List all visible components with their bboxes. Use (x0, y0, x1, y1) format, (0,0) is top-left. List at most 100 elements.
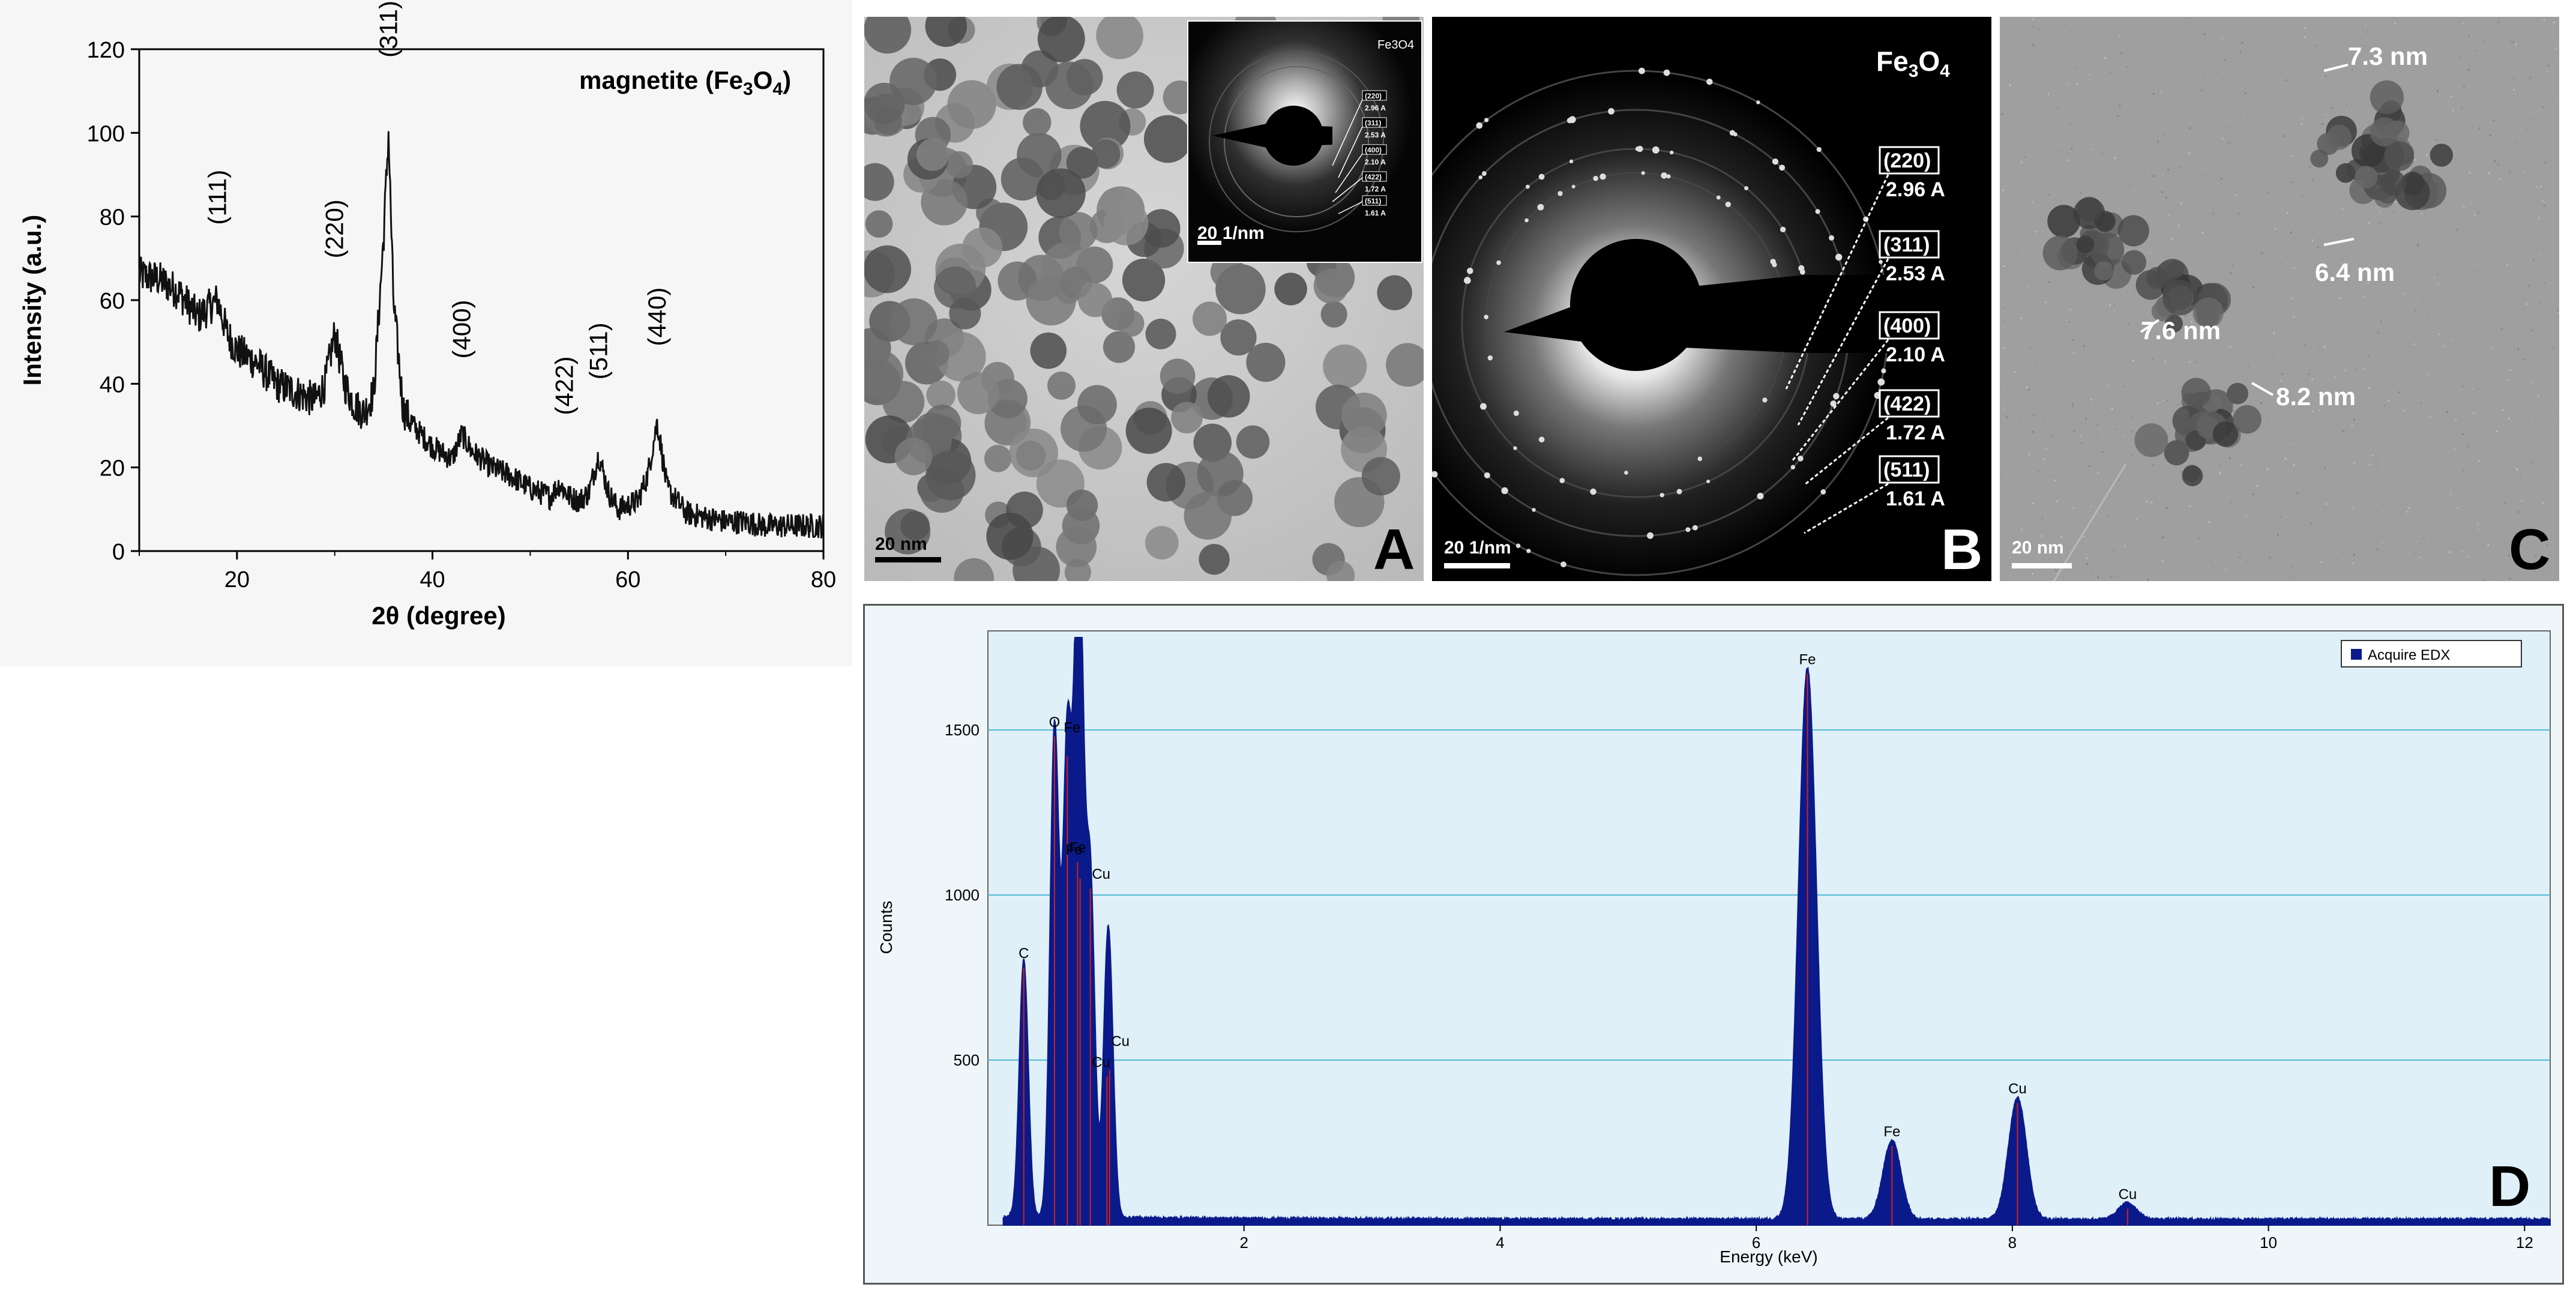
edx-peak-label: Cu (1111, 1034, 1130, 1050)
tem-nanoparticle (947, 80, 996, 129)
hrtem-nanoparticle (2042, 235, 2078, 271)
tem-nanoparticle (890, 298, 937, 346)
hrtem-nanoparticle (2384, 141, 2415, 171)
edx-peak-label: O (1049, 714, 1061, 731)
tem-nanoparticle (962, 227, 1003, 268)
xrd-peak-label: (400) (447, 300, 475, 358)
inset-ring-hkl: (220) (1365, 92, 1382, 100)
saed-diffraction-spot (1608, 108, 1615, 115)
hrtem-nanoparticle (2380, 170, 2406, 196)
saed-diffraction-spot (1779, 164, 1786, 171)
tem-nanoparticle (1117, 310, 1145, 337)
saed-ring-d: 2.96 A (1886, 178, 1945, 201)
saed-diffraction-spot (1635, 146, 1640, 151)
tem-nanoparticle (1220, 319, 1257, 356)
hrtem-nanoparticle (2117, 215, 2149, 247)
saed-diffraction-spot (1706, 479, 1711, 483)
tem-nanoparticle (1078, 283, 1113, 318)
tem-nanoparticle (1313, 268, 1349, 304)
hrtem-nanoparticle (2310, 149, 2329, 168)
tem-nanoparticle (949, 297, 981, 330)
saed-diffraction-spot (1525, 184, 1530, 189)
edx-y-tick-label: 1000 (945, 886, 980, 904)
inset-ring-d: 2.53 A (1365, 131, 1386, 139)
hrtem-nanoparticle (2094, 261, 2114, 281)
edx-peak-label: Cu (1092, 1055, 1110, 1071)
saed-diffraction-spot (1599, 173, 1606, 180)
tem-nanoparticle (1341, 393, 1387, 438)
tem-nanoparticle (1323, 344, 1367, 388)
xrd-peak-label: (220) (320, 199, 349, 258)
saed-diffraction-spot (1480, 403, 1487, 410)
tem-nanoparticle (1091, 139, 1121, 169)
tem-nanoparticle (864, 163, 894, 201)
saed-ring-d: 1.72 A (1886, 421, 1945, 444)
saed-diffraction-spot (1877, 378, 1885, 386)
saed-diffraction-spot (1484, 315, 1488, 319)
saed-diffraction-spot (1663, 69, 1670, 76)
saed-diffraction-spot (1661, 172, 1667, 179)
saed-diffraction-spot (1481, 171, 1487, 176)
saed-diffraction-spot (1501, 487, 1508, 495)
saed-diffraction-spot (1798, 456, 1804, 462)
tem-nanoparticle (1145, 526, 1179, 560)
saed-diffraction-spot (1772, 158, 1779, 165)
edx-x-tick-label: 4 (1496, 1234, 1504, 1252)
saed-diffraction-spot (1538, 436, 1545, 443)
tem-nanoparticle (864, 349, 904, 398)
tem-nanoparticle (954, 558, 994, 581)
tem-nanoparticle (925, 450, 976, 501)
hrtem-nanoparticle (2073, 197, 2105, 229)
edx-y-tick-label: 500 (954, 1051, 980, 1069)
saed-diffraction-spot (1660, 493, 1664, 498)
scale-label-c: 20 nm (2012, 538, 2064, 558)
xrd-peak-label: (440) (643, 288, 671, 346)
tem-nanoparticle (1146, 463, 1186, 502)
size-label-1: 7.3 nm (2348, 42, 2428, 70)
tem-nanoparticle (1077, 385, 1117, 424)
tem-nanoparticle (1192, 301, 1227, 336)
saed-diffraction-spot (1881, 368, 1886, 373)
xrd-x-tick-label: 60 (615, 567, 640, 592)
edx-peak-label: Fe (1799, 652, 1816, 668)
tem-nanoparticle (1037, 17, 1085, 62)
xrd-plot-frame (138, 48, 825, 552)
saed-diffraction-spot (1815, 209, 1820, 214)
tem-nanoparticle (1361, 457, 1400, 496)
saed-diffraction-spot (1513, 446, 1517, 450)
saed-ring-pointer (1791, 339, 1889, 462)
edx-peak-label: Cu (2008, 1081, 2027, 1097)
size-label-3: 7.6 nm (2141, 316, 2221, 345)
saed-diffraction-spot (1496, 260, 1501, 265)
tem-nanoparticle (1116, 71, 1154, 109)
edx-legend: Acquire EDX (2341, 640, 2522, 668)
edx-y-tick-label: 1500 (945, 721, 980, 739)
hrtem-nanoparticle (2212, 421, 2239, 447)
inset-ring-hkl: (422) (1365, 173, 1382, 181)
edx-x-tick-label: 12 (2516, 1234, 2533, 1252)
tem-nanoparticle (1199, 544, 1230, 575)
xrd-y-axis-label: Intensity (a.u.) (18, 215, 46, 386)
inset-ring-d: 1.72 A (1365, 185, 1386, 193)
saed-panel-b: (220) 2.96 A (311) 2.53 A (400) 2.10 A (422) 1.… (1432, 17, 1991, 581)
saed-diffraction-spot (1770, 259, 1776, 265)
xrd-x-tick-label: 20 (224, 567, 250, 592)
saed-diffraction-spot (1639, 67, 1645, 74)
size-label-4: 8.2 nm (2276, 382, 2356, 411)
saed-diffraction-spot (1532, 508, 1536, 512)
hrtem-panel-c: 7.3 nm 6.4 nm 7.6 nm 8.2 nm 20 nm C (2000, 17, 2559, 581)
tem-nanoparticle (865, 210, 893, 238)
saed-diffraction-spot (1756, 100, 1760, 104)
tem-nanoparticle (1066, 146, 1098, 179)
saed-ring-d: 2.10 A (1886, 343, 1945, 366)
saed-diffraction-spot (1790, 465, 1796, 470)
inset-ring-hkl: (511) (1365, 197, 1381, 205)
saed-diffraction-spot (1729, 130, 1736, 136)
saed-diffraction-spot (1835, 253, 1843, 261)
edx-peak-label: Cu (2119, 1187, 2137, 1203)
xrd-y-tick-label: 0 (112, 540, 125, 565)
hrtem-nanoparticle (2233, 405, 2262, 434)
inset-ring-d: 1.61 A (1365, 209, 1386, 217)
saed-ring-d: 2.53 A (1886, 262, 1945, 285)
